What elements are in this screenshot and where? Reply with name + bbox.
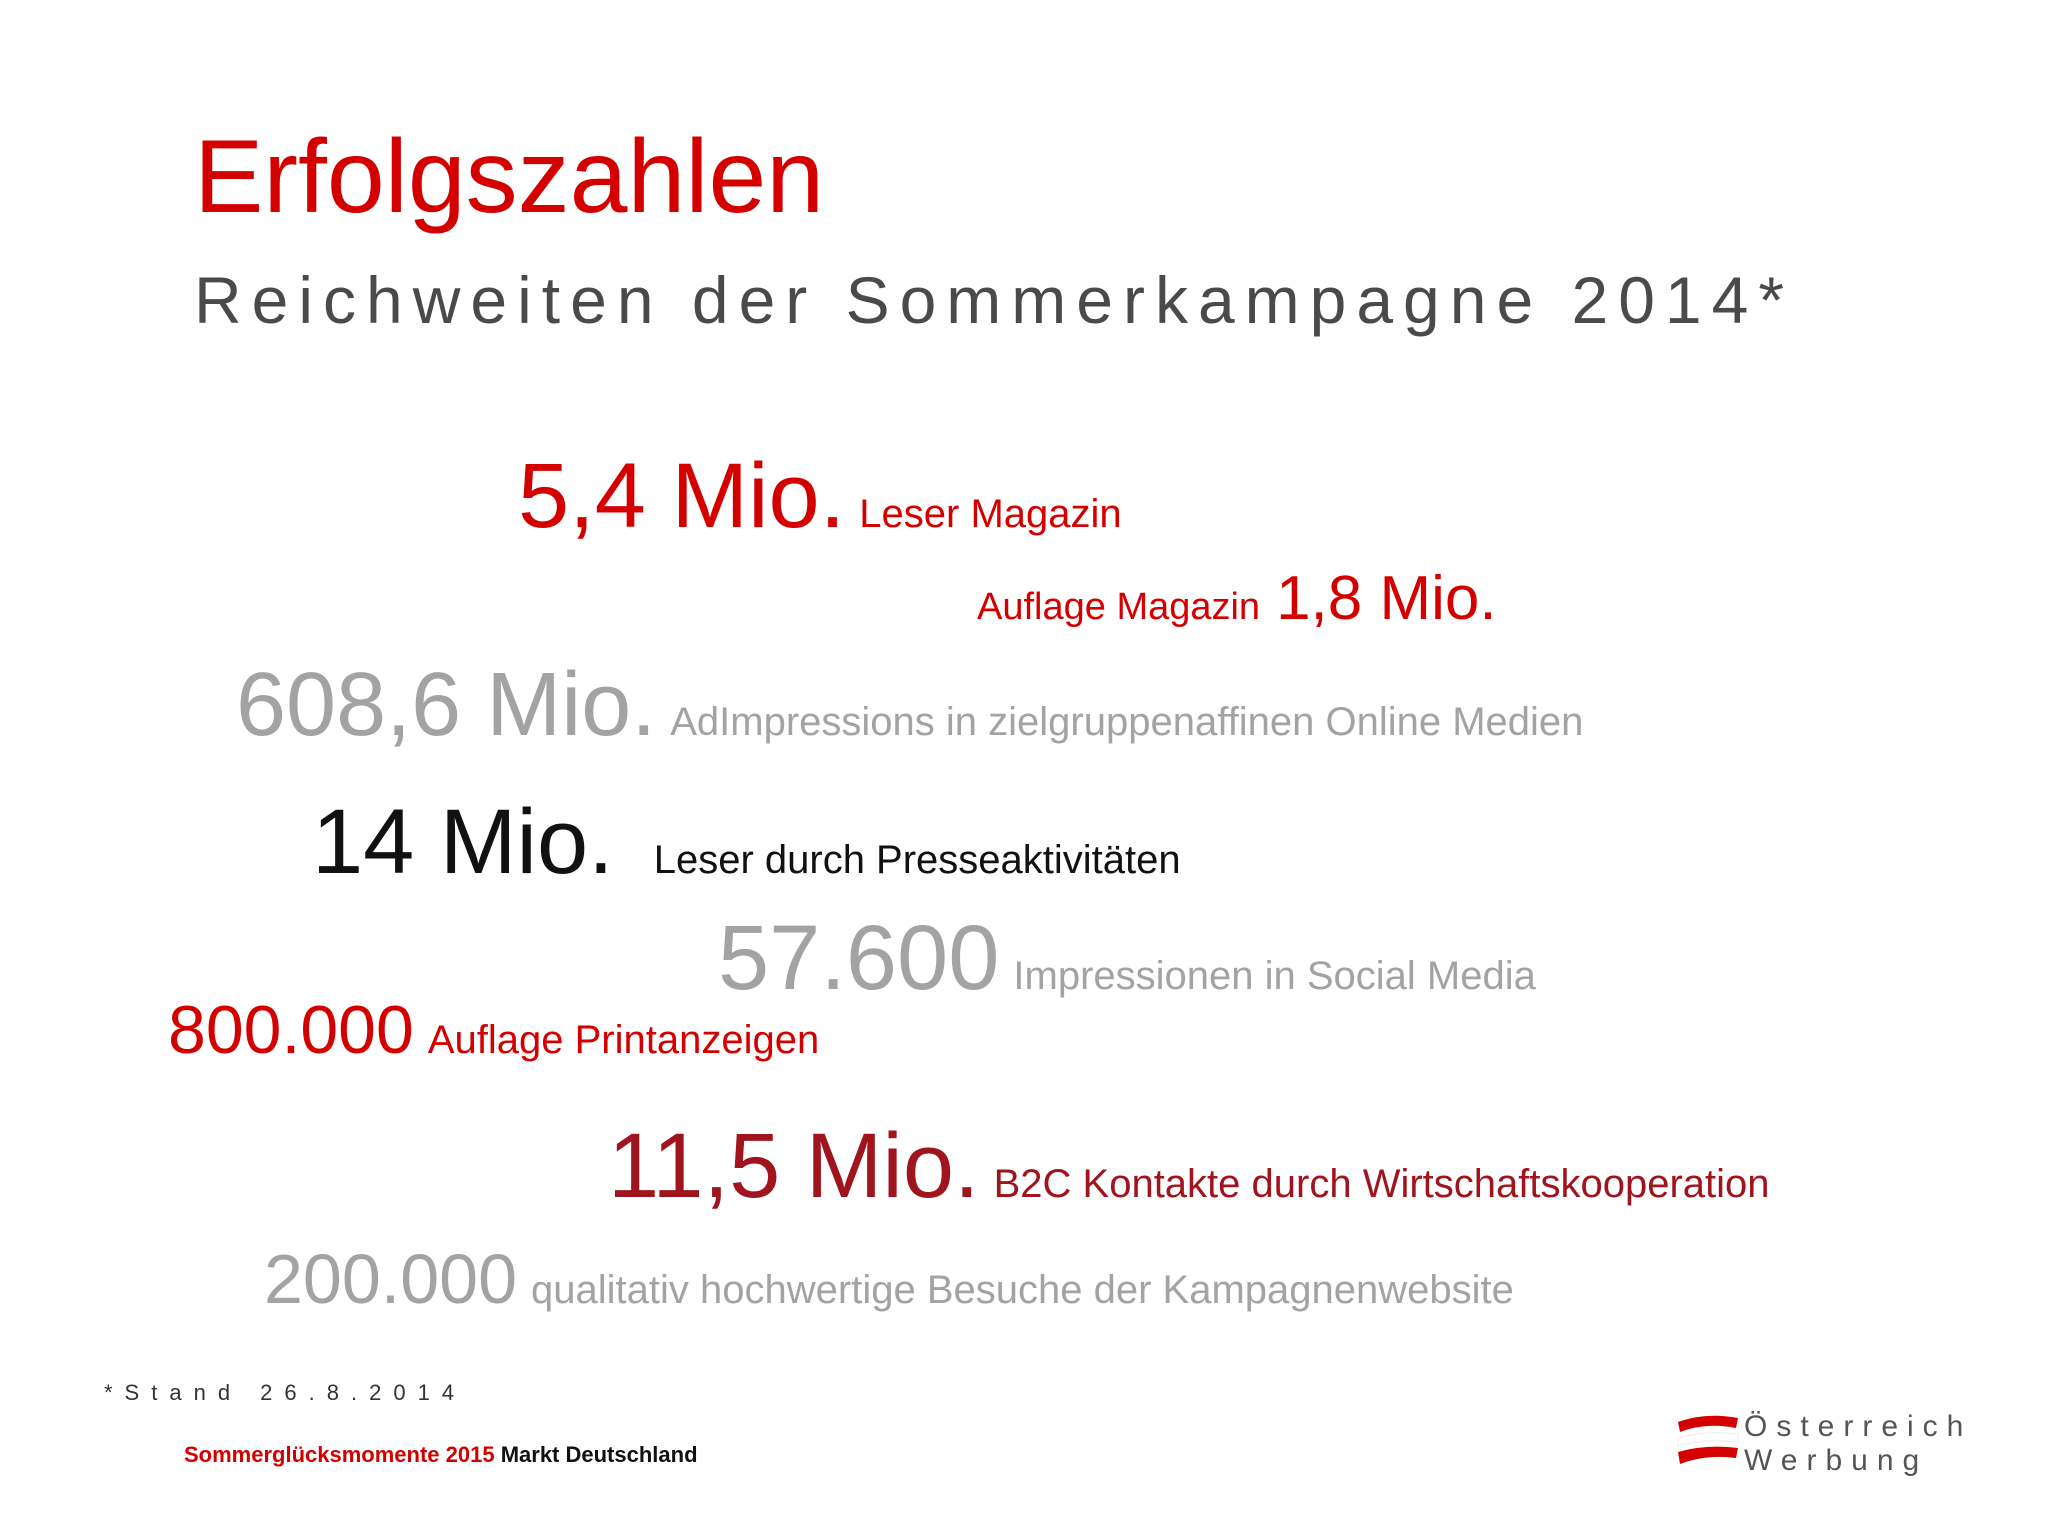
- footer-caption: Sommerglücksmomente 2015 Markt Deutschla…: [184, 1442, 698, 1468]
- stat-label: Leser durch Presseaktivitäten: [653, 838, 1181, 882]
- footer-campaign: Sommerglücksmomente 2015: [184, 1442, 495, 1467]
- stat-label: Auflage Magazin: [977, 586, 1261, 628]
- stat-label: AdImpressions in zielgruppenaffinen Onli…: [670, 700, 1584, 744]
- stat-value: 57.600: [718, 907, 1000, 1009]
- page-title: Erfolgszahlen: [194, 119, 825, 235]
- stat-label: qualitativ hochwertige Besuche der Kampa…: [531, 1268, 1514, 1312]
- stat-press-readers: 14 Mio. Leser durch Presseaktivitäten: [312, 796, 1181, 888]
- stat-value: 200.000: [264, 1240, 518, 1318]
- logo-line-2: Werbung: [1744, 1444, 1929, 1477]
- stat-readers-magazine: 5,4 Mio. Leser Magazin: [518, 450, 1122, 542]
- stat-value: 1,8 Mio.: [1276, 564, 1497, 633]
- stat-label: B2C Kontakte durch Wirtschaftskooperatio…: [993, 1162, 1770, 1206]
- stat-print-circulation: 800.000 Auflage Printanzeigen: [168, 996, 819, 1064]
- stat-value: 800.000: [168, 992, 414, 1068]
- logo-line-1: Österreich: [1744, 1410, 1973, 1443]
- stat-ad-impressions: 608,6 Mio. AdImpressions in zielgruppenaf…: [236, 660, 1583, 750]
- stat-label: Leser Magazin: [859, 492, 1122, 536]
- footer-market: Markt Deutschland: [500, 1442, 698, 1467]
- stat-circulation-magazine: Auflage Magazin 1,8 Mio.: [977, 568, 1497, 630]
- page-subtitle: Reichweiten der Sommerkampagne 2014*: [194, 263, 1795, 337]
- stat-website-visits: 200.000 qualitativ hochwertige Besuche de…: [264, 1244, 1514, 1314]
- stat-value: 11,5 Mio.: [608, 1115, 980, 1217]
- stat-social-impressions: 57.600 Impressionen in Social Media: [718, 912, 1536, 1004]
- stat-value: 14 Mio.: [312, 791, 614, 893]
- oesterreich-werbung-logo: Österreich Werbung: [1676, 1410, 2006, 1480]
- flag-stripes-icon: [1677, 1415, 1739, 1464]
- stat-value: 5,4 Mio.: [518, 445, 846, 547]
- stat-label: Impressionen in Social Media: [1013, 954, 1536, 998]
- stat-label: Auflage Printanzeigen: [427, 1018, 820, 1062]
- stat-b2c-contacts: 11,5 Mio. B2C Kontakte durch Wirtschaftsk…: [608, 1120, 1770, 1212]
- footnote: *Stand 26.8.2014: [104, 1380, 467, 1405]
- stat-value: 608,6 Mio.: [236, 655, 657, 755]
